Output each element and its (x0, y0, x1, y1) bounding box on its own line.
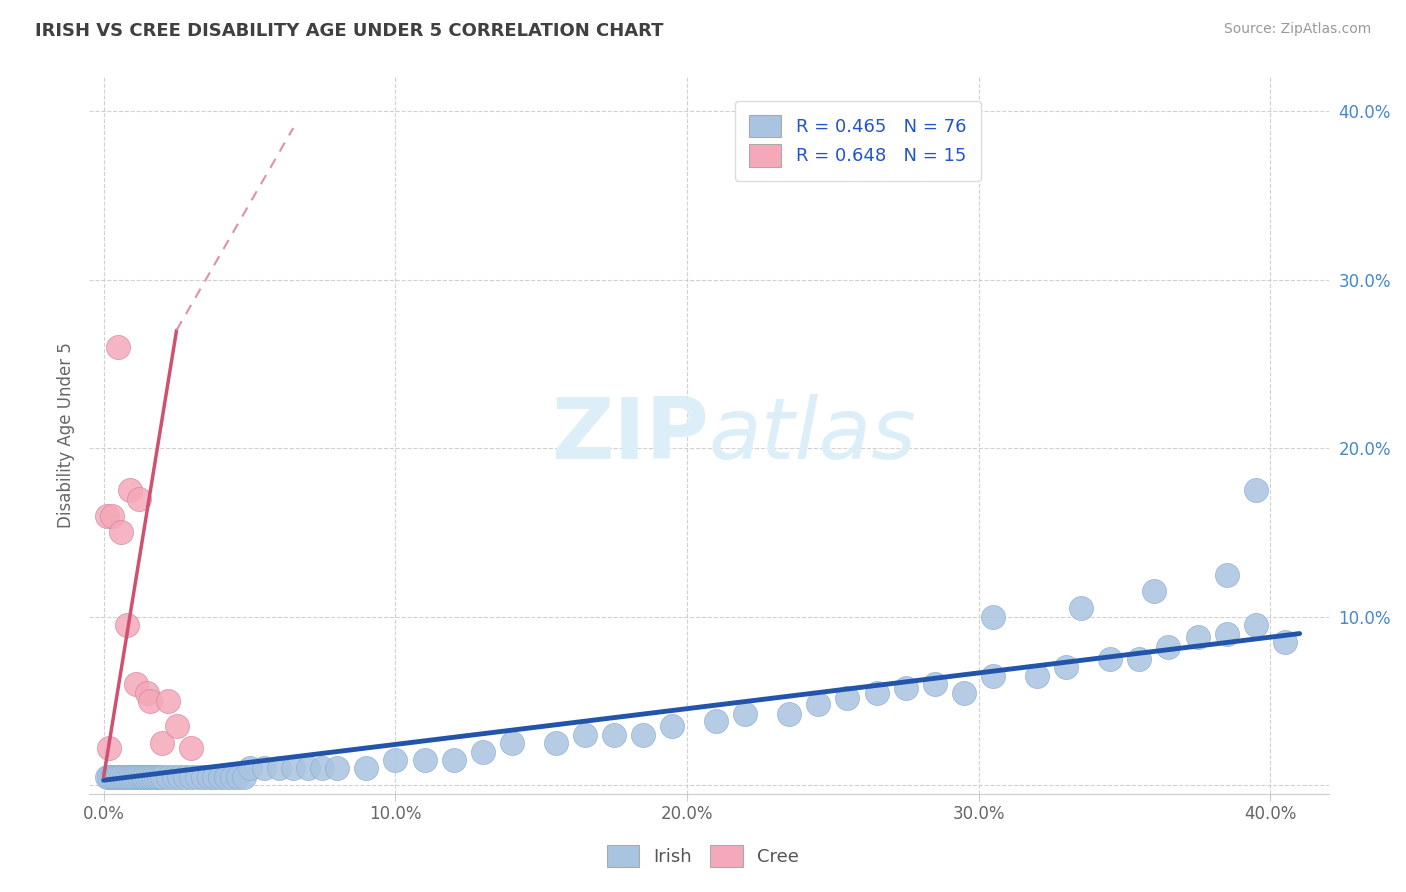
Point (283, 761, 305, 775)
Point (1187, 630, 1209, 644)
Point (633, 728, 655, 742)
Point (112, 770, 135, 784)
Point (180, 770, 202, 784)
Point (1215, 567, 1237, 582)
Point (1215, 626, 1237, 640)
Point (136, 770, 159, 784)
Point (131, 770, 153, 784)
Point (104, 770, 127, 784)
Point (128, 770, 150, 784)
Point (96, 508, 118, 523)
Point (204, 770, 226, 784)
Point (156, 770, 179, 784)
Point (166, 719, 188, 733)
Point (209, 770, 232, 784)
Point (267, 761, 290, 775)
Point (186, 770, 208, 784)
Text: ZIP: ZIP (551, 394, 709, 477)
Point (1128, 652, 1150, 666)
Point (1244, 618, 1267, 632)
Point (1274, 635, 1296, 649)
Point (837, 690, 859, 705)
Point (197, 770, 219, 784)
Point (384, 753, 406, 767)
Point (180, 741, 202, 756)
Point (215, 770, 238, 784)
Point (107, 770, 129, 784)
Point (96, 770, 118, 784)
Point (574, 728, 596, 742)
Point (238, 761, 260, 775)
Point (107, 340, 129, 354)
Point (471, 745, 494, 759)
Point (1143, 584, 1166, 599)
Point (311, 761, 333, 775)
Point (145, 770, 167, 784)
Legend: R = 0.465   N = 76, R = 0.648   N = 15: R = 0.465 N = 76, R = 0.648 N = 15 (734, 101, 981, 181)
Point (1098, 652, 1121, 666)
Point (981, 669, 1004, 683)
Point (866, 685, 889, 699)
Point (118, 770, 141, 784)
Text: atlas: atlas (709, 394, 917, 477)
Point (221, 770, 243, 784)
Point (150, 770, 173, 784)
Point (661, 719, 683, 733)
Point (603, 728, 626, 742)
Point (101, 508, 124, 523)
Point (169, 770, 191, 784)
Point (807, 698, 830, 712)
Y-axis label: Disability Age Under 5: Disability Age Under 5 (58, 343, 75, 528)
Point (1070, 601, 1092, 615)
Point (148, 770, 170, 784)
Point (1026, 669, 1049, 683)
Point (115, 618, 138, 632)
Point (226, 770, 249, 784)
Legend: Irish, Cree: Irish, Cree (599, 838, 807, 874)
Text: Source: ZipAtlas.com: Source: ZipAtlas.com (1223, 22, 1371, 37)
Point (142, 770, 165, 784)
Point (1157, 640, 1180, 654)
Point (110, 525, 132, 540)
Point (121, 770, 143, 784)
Point (354, 761, 377, 775)
Point (174, 770, 197, 784)
Point (139, 770, 162, 784)
Point (544, 736, 567, 750)
Point (128, 491, 150, 506)
Point (125, 770, 148, 784)
Point (139, 694, 162, 708)
Point (125, 677, 148, 691)
Point (297, 761, 319, 775)
Point (98, 770, 121, 784)
Point (1244, 483, 1267, 498)
Point (778, 707, 800, 722)
Point (326, 761, 349, 775)
Point (443, 753, 465, 767)
Point (191, 770, 214, 784)
Point (501, 736, 523, 750)
Point (156, 694, 179, 708)
Point (253, 761, 276, 775)
Point (981, 609, 1004, 624)
Point (953, 685, 976, 699)
Point (704, 714, 727, 729)
Point (118, 483, 141, 498)
Point (734, 707, 756, 722)
Point (110, 770, 132, 784)
Point (115, 770, 138, 784)
Point (134, 770, 156, 784)
Point (413, 753, 436, 767)
Point (150, 736, 173, 750)
Point (136, 685, 159, 699)
Point (232, 770, 254, 784)
Point (924, 677, 946, 691)
Point (1054, 660, 1077, 674)
Point (894, 681, 917, 695)
Point (98, 741, 121, 756)
Point (163, 770, 186, 784)
Text: IRISH VS CREE DISABILITY AGE UNDER 5 CORRELATION CHART: IRISH VS CREE DISABILITY AGE UNDER 5 COR… (35, 22, 664, 40)
Point (101, 770, 124, 784)
